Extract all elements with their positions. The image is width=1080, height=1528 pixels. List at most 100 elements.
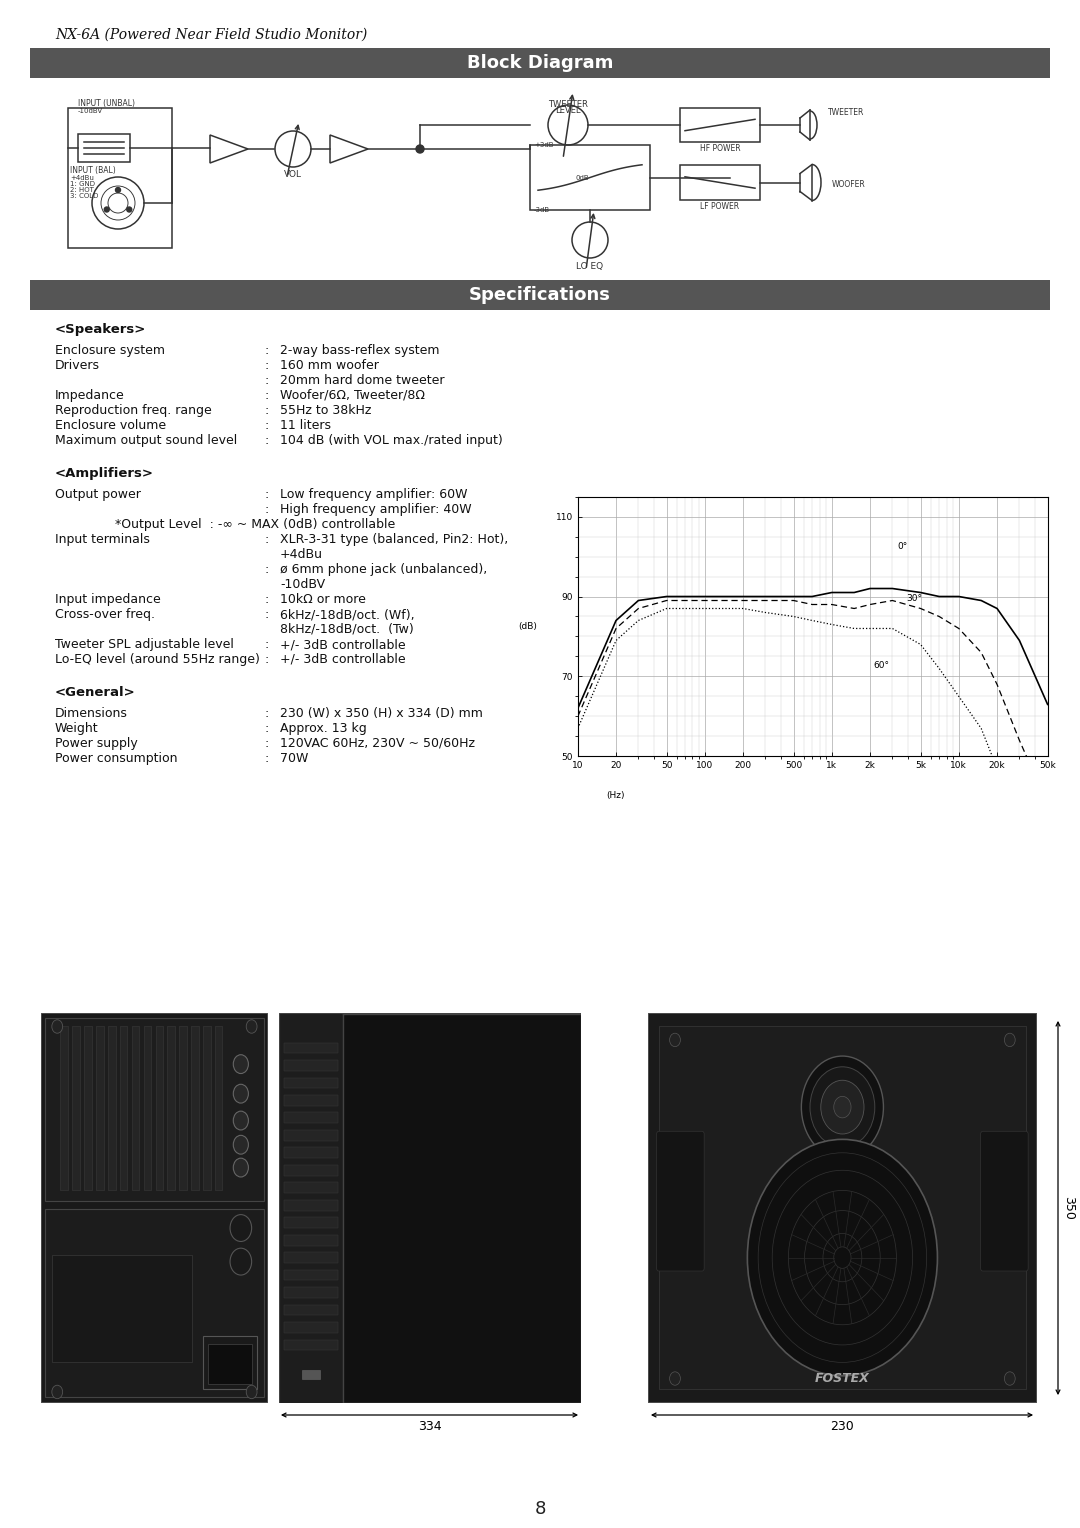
Bar [167,1027,175,1190]
Text: :: : [265,487,269,501]
Text: Weight: Weight [55,723,98,735]
Bar [284,1148,338,1158]
Text: out notice for product improvement.: out notice for product improvement. [600,660,828,672]
Text: 3: COLD: 3: COLD [70,193,98,199]
Text: LEVEL: LEVEL [555,105,581,115]
Bar [84,1027,92,1190]
Text: Drivers: Drivers [55,359,100,371]
Text: XLR-3-31 type (balanced, Pin2: Hot),: XLR-3-31 type (balanced, Pin2: Hot), [280,533,509,545]
Text: FOSTEX: FOSTEX [815,1372,869,1384]
Circle shape [670,1372,680,1386]
Text: Impedance: Impedance [55,390,125,402]
Text: Block Diagram: Block Diagram [467,53,613,72]
Text: :: : [265,593,269,607]
Bar [284,1060,338,1071]
Circle shape [747,1140,937,1375]
Text: :: : [265,736,269,750]
Text: High frequency amplifier: 40W: High frequency amplifier: 40W [280,503,472,516]
Text: WOOFER: WOOFER [832,180,866,189]
Text: Low frequency amplifier: 60W: Low frequency amplifier: 60W [280,487,468,501]
Text: TWEETER: TWEETER [828,108,864,118]
Bar [284,1287,338,1297]
Text: :: : [265,344,269,358]
Bar [52,1254,192,1363]
Text: 230: 230 [831,1420,854,1433]
Text: *Output Level  : -∞ ~ MAX (0dB) controllable: *Output Level : -∞ ~ MAX (0dB) controlla… [114,518,395,532]
Bar [284,1270,338,1280]
Text: Output power: Output power [55,487,140,501]
Circle shape [246,1386,257,1398]
Text: +4dBu: +4dBu [70,176,94,180]
Text: Dimensions: Dimensions [55,707,127,720]
Bar [284,1235,338,1245]
Text: :: : [265,403,269,417]
Bar [45,1209,264,1397]
Text: 160 mm woofer: 160 mm woofer [280,359,379,371]
Bar [343,1013,581,1403]
Bar [45,1019,264,1201]
Text: :: : [265,390,269,402]
Bar [72,1027,80,1190]
Text: :: : [265,608,269,620]
Bar [680,165,760,200]
Text: -10dBV: -10dBV [280,578,325,591]
Text: 6kHz/-18dB/oct. (Wf),: 6kHz/-18dB/oct. (Wf), [280,608,415,620]
Bar [284,1112,338,1123]
Text: LF POWER: LF POWER [701,202,740,211]
Bar [203,1027,211,1190]
Text: Power consumption: Power consumption [55,752,177,766]
Bar [284,1183,338,1193]
Text: 104 dB (with VOL max./rated input): 104 dB (with VOL max./rated input) [280,434,503,448]
Circle shape [1004,1372,1015,1386]
Text: :: : [265,533,269,545]
Bar [68,108,172,248]
Text: Enclosure system: Enclosure system [55,344,165,358]
Text: Enclosure volume: Enclosure volume [55,419,166,432]
Bar [208,1343,252,1384]
Text: :: : [265,562,269,576]
Circle shape [821,1080,864,1134]
Text: +/- 3dB controllable: +/- 3dB controllable [280,639,406,651]
Text: 2: HOT: 2: HOT [70,186,94,193]
Text: -3dB: -3dB [534,206,550,212]
Text: INPUT (BAL): INPUT (BAL) [70,167,116,176]
Text: <Amplifiers>: <Amplifiers> [55,468,154,480]
Text: NX-6A (Powered Near Field Studio Monitor): NX-6A (Powered Near Field Studio Monitor… [55,28,367,41]
Text: :: : [265,434,269,448]
Bar [144,1027,151,1190]
Text: :: : [265,359,269,371]
Circle shape [810,1067,875,1148]
Text: HF POWER: HF POWER [700,144,740,153]
Text: 30°: 30° [906,593,922,602]
Bar [120,1027,127,1190]
Text: 70W: 70W [280,752,309,766]
Bar [284,1077,338,1088]
Text: VOL: VOL [284,170,302,179]
Bar [284,1340,338,1351]
Text: Reproduction freq. range: Reproduction freq. range [55,403,212,417]
Text: -10dBV: -10dBV [78,108,103,115]
Circle shape [233,1135,248,1154]
Text: 11 liters: 11 liters [280,419,330,432]
Circle shape [834,1097,851,1118]
Text: Input terminals: Input terminals [55,533,150,545]
Text: 1: GND: 1: GND [70,180,95,186]
Bar [302,1371,320,1378]
Circle shape [1004,1033,1015,1047]
Circle shape [670,1033,680,1047]
Text: Tweeter SPL adjustable level: Tweeter SPL adjustable level [55,639,234,651]
Bar [78,134,130,162]
Text: INPUT (UNBAL): INPUT (UNBAL) [78,99,135,108]
Text: •: • [582,645,591,660]
Circle shape [233,1054,248,1074]
Text: 334: 334 [418,1420,442,1433]
Text: <General>: <General> [55,686,136,698]
Bar [132,1027,139,1190]
Circle shape [801,1056,883,1158]
Bar [30,280,1050,310]
Bar [279,1013,343,1403]
Bar [284,1164,338,1175]
Text: :: : [265,723,269,735]
Text: 350: 350 [1062,1196,1075,1219]
Text: +3dB: +3dB [534,142,554,148]
